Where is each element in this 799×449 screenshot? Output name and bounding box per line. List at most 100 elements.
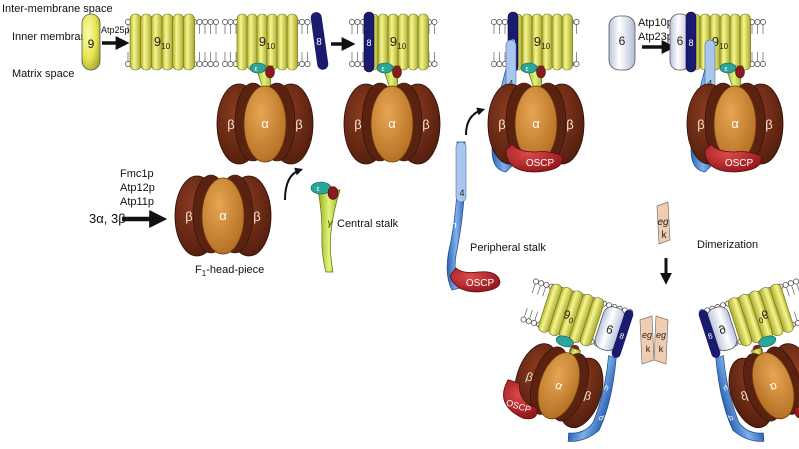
oscp-subunit xyxy=(794,379,799,420)
subunit-b xyxy=(567,355,617,442)
oscp-subunit xyxy=(503,379,538,420)
alpha-label: α xyxy=(388,116,396,131)
subunit-9-monomer: 9 xyxy=(81,13,101,71)
peripheral-stalk: 4 hd OSCP xyxy=(445,141,501,293)
epsilon-subunit xyxy=(249,62,267,74)
subunit-8 xyxy=(685,11,697,73)
egk-label-0: eg xyxy=(642,330,652,340)
epsilon-label: ε xyxy=(381,66,384,73)
subunit-b xyxy=(715,355,765,442)
subunit-9-label: 9 xyxy=(88,37,95,51)
f1-head-piece-label: F1-head-piece xyxy=(195,264,264,278)
dimerization-label: Dimerization xyxy=(697,239,758,251)
oscp-label: OSCP xyxy=(466,278,495,289)
oscp-subunit xyxy=(505,143,563,173)
delta-subunit xyxy=(536,65,546,79)
subunit-8-label: 8 xyxy=(316,37,322,48)
c10-ring-1: 910 xyxy=(129,13,195,71)
inner-membrane-label: Inner membrane xyxy=(12,31,93,43)
alpha-subunit xyxy=(201,177,245,255)
alpha-label: α xyxy=(219,208,227,223)
subunit-4-label: 4 xyxy=(509,79,514,88)
synthase-monomer: 69108ε4hdαββOSCP xyxy=(669,11,784,173)
atp12p-label: Atp12p xyxy=(120,182,155,194)
alpha-beta-label: 3α, 3β xyxy=(89,211,126,226)
peripheral-stalk-free: 4 hd OSCP xyxy=(445,141,501,293)
gamma-label: γ xyxy=(328,218,334,229)
subunit-8-label: 8 xyxy=(366,38,371,48)
subunit-8-label: 8 xyxy=(688,38,693,48)
subunit-d-label: d xyxy=(597,413,605,423)
inter-membrane-space-label: Inter-membrane space xyxy=(2,3,113,15)
fmc1p-label: Fmc1p xyxy=(120,168,154,180)
subunit-h-label: h xyxy=(722,383,730,393)
beta-label-right: β xyxy=(765,117,772,132)
alpha-subunit xyxy=(751,352,795,420)
peripheral-stalk-label: Peripheral stalk xyxy=(470,242,546,254)
beta-label-right: β xyxy=(739,389,750,404)
assembly-stage-4: 9108ε4hdαββOSCP xyxy=(487,11,585,173)
svg-text:eg: eg xyxy=(657,217,669,228)
f1-head: αββ xyxy=(514,343,604,429)
subunit-4-label: 4 xyxy=(708,79,713,88)
beta-label-right: β xyxy=(253,209,260,224)
beta-label-left: β xyxy=(524,370,535,385)
delta-subunit xyxy=(265,65,275,79)
synthase-monomer: 9108ε4hdαββOSCP xyxy=(487,11,585,173)
c10-ring: 910 xyxy=(367,13,429,71)
oscp-subunit xyxy=(449,267,501,293)
k-label-left: k xyxy=(646,344,651,354)
alpha-label: α xyxy=(554,379,565,394)
delta-subunit xyxy=(392,65,402,79)
atp11p-label: Atp11p xyxy=(120,196,154,208)
k-label-right: k xyxy=(659,344,664,354)
subunit-8-label: 8 xyxy=(706,331,714,341)
c-ring: 90 xyxy=(727,283,794,347)
beta-label-left: β xyxy=(354,117,361,132)
beta-label-right: β xyxy=(295,117,302,132)
subunit-d-label: d xyxy=(727,413,735,423)
alpha-subunit xyxy=(537,352,581,420)
oscp-label: OSCP xyxy=(725,158,754,169)
central-stalk-label: Central stalk xyxy=(337,218,399,230)
alpha-subunit xyxy=(370,85,414,163)
epsilon-subunit xyxy=(520,62,538,74)
epsilon-subunit xyxy=(555,335,574,348)
oscp-label: OSCP xyxy=(526,158,555,169)
c10-ring: 910 xyxy=(236,13,298,71)
subunit-h-label: h xyxy=(603,383,611,393)
alpha-label: α xyxy=(768,379,779,394)
dimer-e-g-k: eg egk k xyxy=(639,315,669,365)
beta-label-right: β xyxy=(566,117,573,132)
arrow-central-stalk-join xyxy=(284,167,304,201)
beta-label-left: β xyxy=(227,117,234,132)
central-stalk-free: εγ xyxy=(310,181,341,273)
matrix-space-label: Matrix space xyxy=(12,68,74,80)
subunit-8-label: 8 xyxy=(618,331,626,341)
egk-label-1: eg xyxy=(656,330,666,340)
arrow-peripheral-stalk-join xyxy=(465,107,486,136)
alpha-subunit xyxy=(243,85,287,163)
beta-label-left: β xyxy=(498,117,505,132)
beta-label-left: β xyxy=(697,117,704,132)
subunit-4-label: 4 xyxy=(459,188,464,198)
alpha-label: α xyxy=(731,116,739,131)
atp23p-label: Atp23p xyxy=(638,31,673,43)
central-stalk-shape: εγ xyxy=(310,181,341,273)
epsilon-subunit xyxy=(376,62,394,74)
subunit-6-label: 6 xyxy=(604,322,615,337)
atp-synthase-dimer: 6908hdαββOSCP6908hdαββOSCPegegkk xyxy=(503,278,799,442)
subunit-4 xyxy=(455,141,467,203)
subunit-6-free: 6 xyxy=(608,15,636,71)
epsilon-label: ε xyxy=(254,66,257,73)
